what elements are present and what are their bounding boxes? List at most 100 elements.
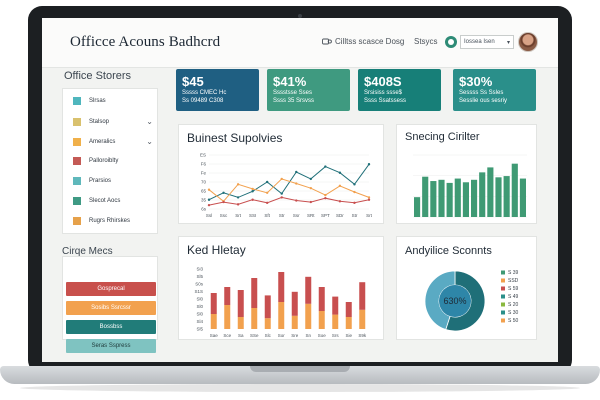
group-button[interactable]: Bossbss (66, 320, 156, 334)
data-point (280, 192, 283, 195)
kpi-card[interactable]: $41% Sssstsse Sses Ssss 35 Srsvss (267, 69, 350, 111)
header-dropdown[interactable]: Iossea Isen ▾ (460, 35, 514, 49)
spending-bar (438, 179, 445, 217)
history-bar-segment (318, 311, 325, 329)
history-bar-segment (318, 287, 325, 311)
x-tick-label: Sft (264, 213, 270, 218)
series-line (208, 178, 370, 202)
x-tick-label: SPT (321, 213, 330, 218)
data-point (222, 200, 225, 204)
group-button[interactable]: Gosprecal (66, 282, 156, 296)
y-tick-label: F6 (201, 162, 207, 167)
data-point (222, 191, 225, 194)
legend-label: S 20 (508, 302, 519, 308)
supply-chart-title: Buinest Supolvies (187, 131, 283, 145)
series-line (208, 196, 370, 206)
history-bar-segment (345, 302, 352, 317)
sidebar-item[interactable]: Slrsas (73, 97, 153, 105)
y-tick-label: Sl4 (196, 319, 203, 324)
kpi-card[interactable]: $408S Srsisiss ssse$ Ssss Ssatssess (358, 69, 441, 111)
legend-swatch (501, 278, 505, 283)
data-point (309, 186, 313, 190)
spending-bar (519, 178, 526, 217)
data-point (324, 193, 327, 197)
y-tick-label: Fe (201, 171, 207, 176)
data-point (324, 165, 327, 168)
data-point (295, 182, 298, 185)
group-button-list: Gosprecal Sosibs Ssrcssr Bossbss Seras Sspr… (62, 256, 158, 353)
header-dropdown-value: Iossea Isen (464, 39, 495, 45)
data-point (353, 190, 356, 194)
series-line (208, 164, 370, 201)
avatar[interactable] (518, 32, 538, 52)
y-tick-label: Sl0 (196, 304, 203, 309)
sidebar-item[interactable]: Palloroiblty (73, 157, 153, 165)
data-point (367, 163, 371, 166)
data-point (280, 177, 283, 181)
kpi-card[interactable]: $45 Sssss CMEC Hc Ss 09489 C308 (176, 69, 259, 111)
chevron-down-icon: ▾ (506, 39, 510, 46)
history-bar-segment (210, 314, 217, 329)
kpi-subtitle: Sesslie ous sesriy (459, 98, 508, 104)
history-bar-segment (359, 309, 366, 329)
x-tick-label: Sa (238, 333, 244, 338)
laptop-base (0, 366, 600, 384)
history-chart-title: Ked Hletay (187, 243, 246, 257)
sidebar-item[interactable]: Slecot Aocs (73, 197, 153, 205)
sidebar-item[interactable]: Rugrs Rhirskes (73, 217, 153, 225)
legend-label: S 50 (508, 318, 519, 324)
sidebar-item[interactable]: Stalsop ⌄ (73, 117, 153, 126)
spending-bar (454, 178, 461, 217)
sidebar-item[interactable]: Ameralics ⌄ (73, 137, 153, 146)
settings-gear-icon[interactable] (445, 36, 457, 48)
history-bar-segment (237, 290, 244, 317)
data-point (207, 188, 211, 191)
x-tick-label: Sn (305, 333, 311, 338)
x-tick-label: SSI (249, 213, 256, 218)
legend-swatch (501, 270, 505, 275)
group-button[interactable]: Seras Sspress (66, 339, 156, 353)
kpi-subtitle: Sessss Ss Ssles (459, 90, 504, 96)
history-bar-segment (291, 291, 298, 316)
history-chart-panel: Ked Hletay Si3 Sl5 S0s S1S Sl0 Sl0 Sl0 Sl4 Sl5 Sa… (178, 236, 384, 340)
legend-swatch (501, 294, 505, 299)
data-point (236, 203, 240, 206)
x-tick-label: Str (279, 213, 285, 218)
x-tick-label: S9k (358, 333, 367, 338)
group-button[interactable]: Sosibs Ssrcssr (66, 301, 156, 315)
sidebar-item-label: Ameralics (89, 138, 116, 145)
header-status-link[interactable]: Stsycs (414, 37, 438, 46)
data-point (207, 203, 211, 207)
group-title: Cirqe Mecs (62, 246, 113, 257)
header-search[interactable]: Cilltss scasce Dosg (322, 37, 404, 46)
history-bar-segment (210, 293, 217, 314)
data-point (338, 184, 342, 188)
sidebar-item-swatch (73, 177, 81, 185)
sidebar-item-label: Slrsas (89, 98, 106, 104)
x-tick-label: SDr (336, 213, 344, 218)
sidebar-item-label: Stalsop (89, 118, 110, 125)
analytics-donut-chart: 630% S 39 SSD S 59 S 49 S 20 S 30 S 50 (424, 270, 519, 332)
history-bar-segment (359, 282, 366, 310)
kpi-card[interactable]: $30% Sessss Ss Ssles Sesslie ous sesriy (453, 69, 536, 111)
kpi-subtitle: Srsisiss ssse$ (364, 90, 403, 96)
sidebar-menu: Slrsas Stalsop ⌄ Ameralics ⌄ Palloroiblty Prar… (62, 88, 158, 234)
data-point (251, 187, 254, 191)
data-point (353, 183, 356, 186)
x-tick-label: Sor (278, 333, 286, 338)
analytics-title: Andyilice Sconnts (405, 245, 492, 257)
data-point (338, 171, 342, 174)
sidebar-title: Office Storers (64, 70, 132, 82)
data-point (236, 196, 240, 199)
x-tick-label: Sre (291, 333, 299, 338)
laptop-shadow (20, 384, 580, 392)
spending-bar (471, 179, 478, 217)
y-tick-label: S1S (194, 289, 203, 294)
x-tick-label: SSe (250, 333, 259, 338)
supply-chart-panel: Buinest Supolvies ES F6 Fe 70 65 35 6s Ssl Ssc Sr… (178, 124, 384, 224)
kpi-value: $408S (364, 74, 402, 89)
sidebar-item-swatch (73, 197, 81, 205)
sidebar-item[interactable]: Prarsios (73, 177, 153, 185)
x-tick-label: Ssl (206, 213, 212, 218)
